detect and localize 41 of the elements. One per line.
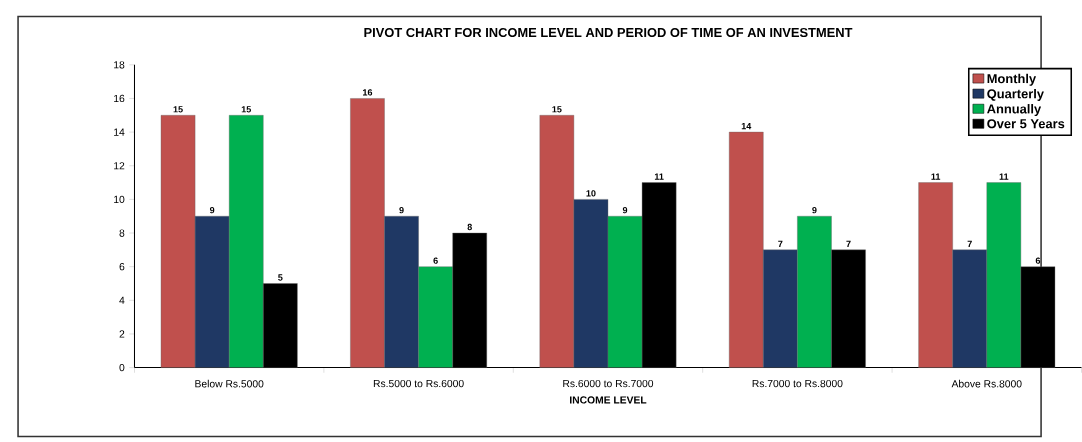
y-tick-label: 8 [119, 229, 125, 237]
y-tick-label: 4 [119, 296, 125, 305]
y-tick-label: 10 [114, 195, 125, 204]
legend-label: Over 5 Years [987, 119, 1065, 129]
data-label: 11 [999, 173, 1009, 180]
data-label: 8 [467, 224, 472, 231]
data-label: 15 [173, 106, 183, 113]
y-tick-label: 18 [114, 61, 125, 69]
y-tick-label: 14 [114, 128, 125, 136]
legend-label: Quarterly [987, 89, 1044, 102]
y-tick-label: 0 [119, 364, 125, 372]
data-label: 14 [741, 123, 752, 130]
x-tick-label: Rs.5000 to Rs.6000 [373, 380, 464, 388]
data-label: 9 [622, 207, 628, 214]
data-label: 11 [654, 173, 664, 180]
data-label: 11 [931, 173, 941, 180]
y-tick-label: 16 [114, 95, 125, 103]
y-tick-label: 2 [119, 330, 125, 338]
data-label: 6 [1035, 257, 1041, 265]
x-tick-label: Rs.7000 to Rs.8000 [752, 380, 843, 388]
legend-label: Monthly [987, 73, 1037, 86]
data-label: 16 [363, 89, 373, 96]
x-tick-label: Rs.6000 to Rs.7000 [563, 380, 654, 388]
y-tick-label: 12 [114, 162, 125, 170]
data-label: 5 [278, 274, 283, 281]
x-axis-title: INCOME LEVEL [570, 396, 647, 404]
data-label: 9 [812, 207, 817, 214]
data-label: 7 [778, 241, 783, 248]
data-label: 9 [209, 207, 215, 214]
chart-title: PIVOT CHART FOR INCOME LEVEL AND PERIOD OF TIME OF AN INVESTMENT [364, 28, 853, 38]
x-tick-label: Above Rs.8000 [951, 380, 1022, 388]
legend-label: Annually [987, 104, 1042, 117]
data-label: 15 [552, 106, 562, 113]
data-label: 9 [399, 207, 404, 214]
x-tick-label: Below Rs.5000 [195, 380, 264, 388]
data-label: 15 [241, 106, 251, 113]
data-label: 10 [586, 190, 596, 197]
data-label: 7 [967, 241, 972, 248]
data-label: 6 [433, 257, 438, 265]
y-tick-label: 6 [119, 263, 125, 271]
data-label: 7 [846, 241, 851, 248]
